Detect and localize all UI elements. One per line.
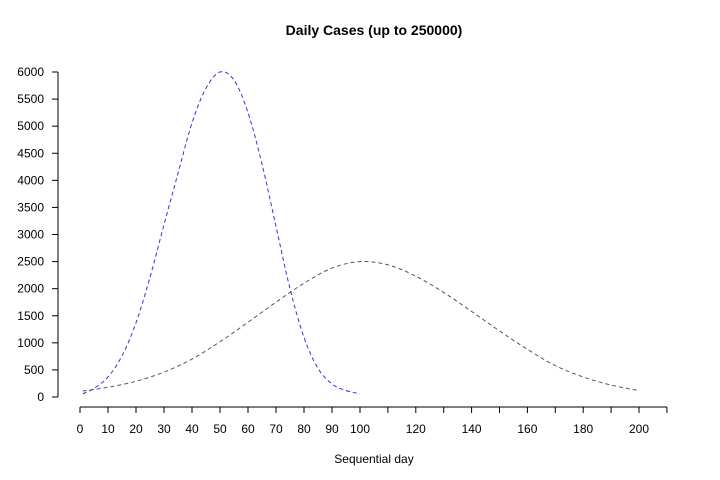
y-tick-label: 1500 [17,309,44,323]
x-axis: 0 10 20 30 40 50 60 70 80 90 100 120 140 160 180 200 [77,406,668,436]
y-tick-label: 1000 [17,336,44,350]
y-tick-label: 2000 [17,282,44,296]
y-tick-label: 5000 [17,119,44,133]
x-tick-label: 60 [241,422,255,436]
x-tick-label: 50 [213,422,227,436]
y-tick-label: 4500 [17,146,44,160]
y-tick-label: 4000 [17,173,44,187]
x-tick-label: 20 [129,422,143,436]
x-tick-label: 30 [157,422,171,436]
series-layer [82,71,640,395]
x-tick-label: 0 [77,422,84,436]
y-axis: 0 500 1000 1500 2000 2500 3000 3500 4000 4500 5000… [17,65,59,404]
x-tick-label: 70 [269,422,283,436]
x-tick-label: 160 [517,422,537,436]
y-tick-label: 2500 [17,255,44,269]
x-tick-label: 140 [462,422,482,436]
y-tick-label: 3000 [17,228,44,242]
x-tick-label: 90 [325,422,339,436]
series-line-1 [82,71,361,395]
chart-title: Daily Cases (up to 250000) [286,22,463,38]
y-tick-label: 500 [24,363,44,377]
x-tick-label: 100 [350,422,370,436]
y-tick-label: 0 [37,390,44,404]
y-tick-label: 3500 [17,200,44,214]
x-axis-title: Sequential day [334,452,413,466]
y-tick-label: 5500 [17,92,44,106]
x-tick-label: 120 [406,422,426,436]
x-tick-label: 80 [297,422,311,436]
y-tick-label: 6000 [17,65,44,79]
series-line-2 [82,260,640,392]
x-tick-label: 10 [101,422,115,436]
x-tick-label: 40 [185,422,199,436]
x-tick-label: 200 [629,422,649,436]
x-tick-label: 180 [573,422,593,436]
